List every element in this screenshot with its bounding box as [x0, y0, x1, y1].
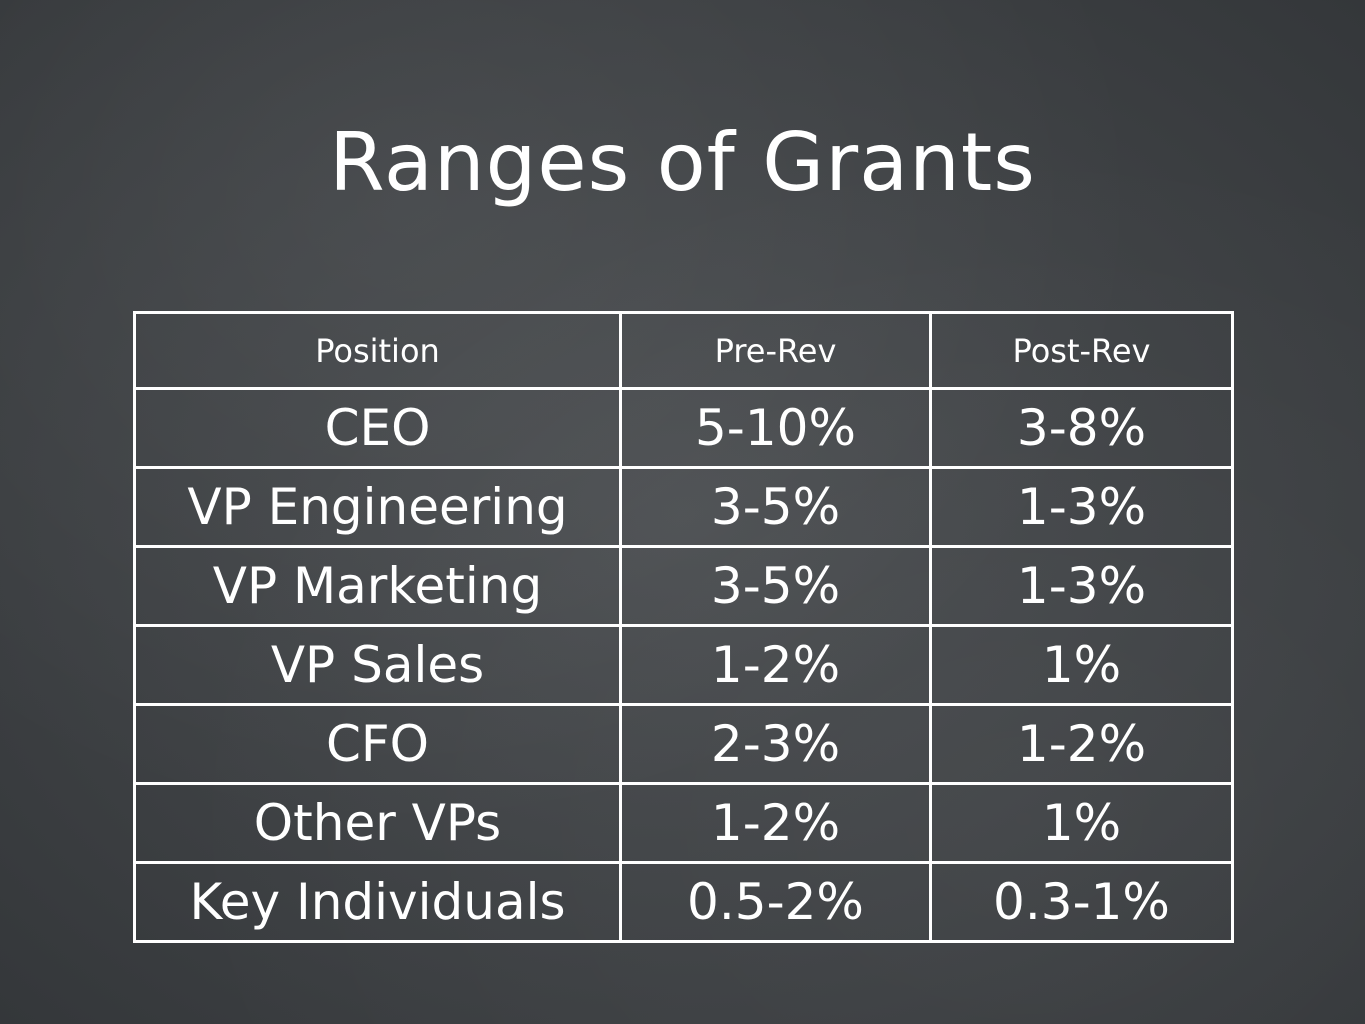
table-row: CFO 2-3% 1-2% [133, 703, 1234, 785]
cell-pre-rev: 1-2% [619, 782, 932, 864]
cell-pre-rev: 1-2% [619, 624, 932, 706]
cell-position: VP Engineering [133, 466, 622, 548]
header-pre-rev: Pre-Rev [619, 311, 932, 390]
slide-title: Ranges of Grants [329, 116, 1036, 209]
table-row: VP Engineering 3-5% 1-3% [133, 466, 1234, 548]
cell-post-rev: 0.3-1% [929, 861, 1234, 943]
cell-position: CEO [133, 387, 622, 469]
cell-post-rev: 1% [929, 782, 1234, 864]
grants-table: Position Pre-Rev Post-Rev CEO 5-10% 3-8%… [133, 311, 1234, 943]
cell-post-rev: 1-3% [929, 466, 1234, 548]
cell-post-rev: 3-8% [929, 387, 1234, 469]
table-row: Key Individuals 0.5-2% 0.3-1% [133, 861, 1234, 943]
table-row: VP Sales 1-2% 1% [133, 624, 1234, 706]
cell-position: VP Marketing [133, 545, 622, 627]
table-row: CEO 5-10% 3-8% [133, 387, 1234, 469]
cell-position: VP Sales [133, 624, 622, 706]
cell-pre-rev: 5-10% [619, 387, 932, 469]
header-post-rev: Post-Rev [929, 311, 1234, 390]
cell-position: Key Individuals [133, 861, 622, 943]
cell-post-rev: 1-3% [929, 545, 1234, 627]
cell-position: Other VPs [133, 782, 622, 864]
cell-post-rev: 1-2% [929, 703, 1234, 785]
cell-pre-rev: 2-3% [619, 703, 932, 785]
table-row: VP Marketing 3-5% 1-3% [133, 545, 1234, 627]
header-position: Position [133, 311, 622, 390]
table-row: Other VPs 1-2% 1% [133, 782, 1234, 864]
cell-position: CFO [133, 703, 622, 785]
table-header-row: Position Pre-Rev Post-Rev [133, 311, 1234, 390]
cell-pre-rev: 0.5-2% [619, 861, 932, 943]
cell-pre-rev: 3-5% [619, 545, 932, 627]
cell-post-rev: 1% [929, 624, 1234, 706]
cell-pre-rev: 3-5% [619, 466, 932, 548]
